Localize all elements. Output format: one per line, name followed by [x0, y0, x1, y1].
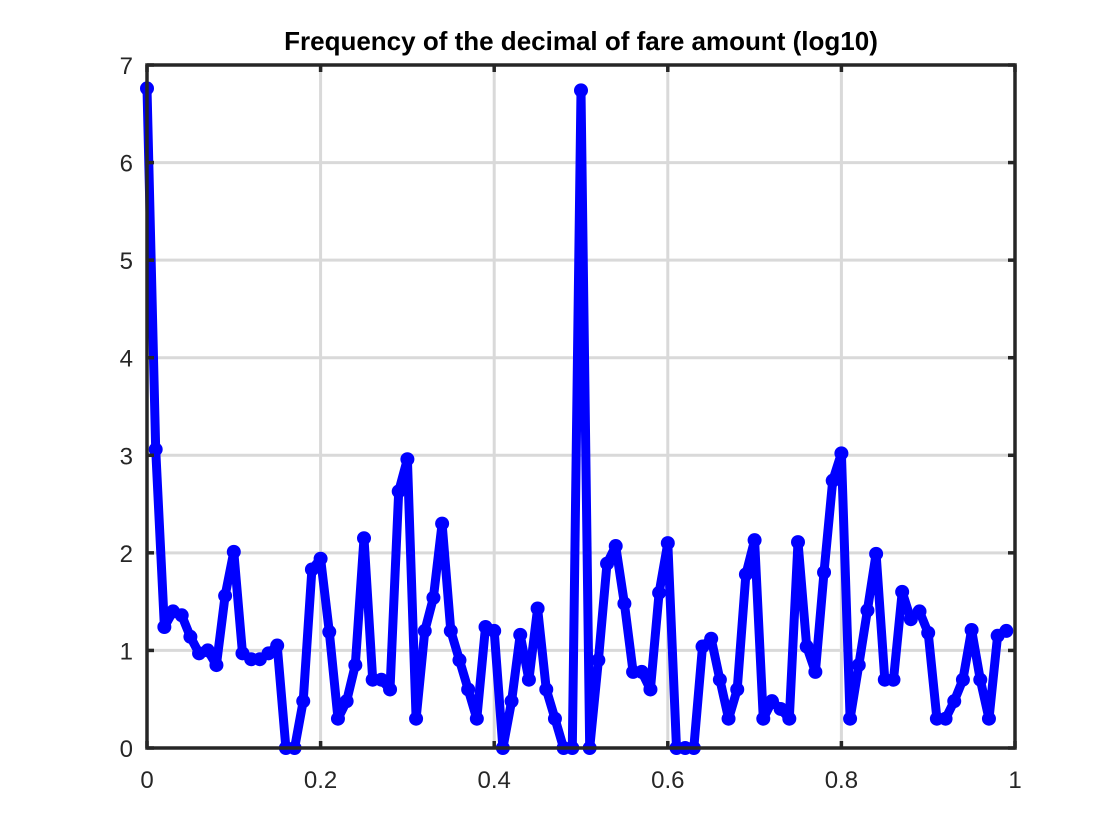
data-point [799, 639, 814, 654]
data-point [200, 643, 215, 658]
data-point [808, 664, 823, 679]
data-point [209, 658, 224, 673]
data-point [539, 682, 554, 697]
data-point [791, 535, 805, 550]
x-tick-label: 0.4 [478, 767, 511, 794]
data-point [409, 711, 424, 726]
x-tick-label: 0.2 [304, 767, 337, 794]
data-point [652, 585, 667, 600]
data-point [999, 623, 1014, 638]
x-tick-label: 0 [140, 767, 153, 794]
y-tick-label: 2 [120, 541, 133, 568]
data-point [973, 672, 988, 687]
data-point [330, 711, 345, 726]
data-point [912, 604, 927, 619]
axis-tick-labels: 0 0.2 0.4 0.6 0.8 1 0 1 2 3 4 5 6 7 [120, 53, 1022, 794]
data-point [391, 484, 406, 499]
data-point [339, 694, 354, 709]
data-point [296, 694, 311, 709]
data-point [851, 658, 866, 673]
data-point [704, 631, 719, 646]
data-point [938, 711, 953, 726]
data-point [600, 556, 615, 571]
data-point [313, 551, 328, 566]
data-point [304, 562, 319, 577]
y-tick-label: 5 [120, 248, 133, 275]
x-tick-label: 0.8 [825, 767, 858, 794]
data-point [860, 603, 875, 618]
data-point [738, 567, 753, 582]
data-point [513, 627, 528, 642]
data-point [591, 653, 606, 668]
data-point [417, 623, 432, 638]
data-point [825, 473, 840, 488]
data-point [348, 658, 363, 673]
axes-box [145, 63, 1017, 750]
data-point [608, 539, 623, 554]
data-point [955, 672, 970, 687]
data-point [834, 446, 849, 461]
data-point [174, 608, 189, 623]
data-point [521, 672, 536, 687]
y-tick-label: 6 [120, 151, 133, 178]
data-point [660, 536, 675, 551]
data-point [183, 629, 198, 644]
axis-ticks [145, 63, 1017, 750]
data-point [617, 596, 632, 611]
data-point [756, 711, 771, 726]
chart-title: Frequency of the decimal of fare amount … [284, 26, 878, 56]
data-point [643, 682, 658, 697]
data-point [712, 672, 727, 687]
data-point [322, 624, 337, 639]
data-point [895, 584, 910, 599]
data-point [530, 601, 545, 616]
data-point [782, 711, 797, 726]
y-tick-label: 0 [120, 736, 133, 763]
data-point [843, 711, 858, 726]
data-point [148, 442, 163, 457]
data-point [773, 701, 788, 716]
data-point [964, 622, 979, 637]
data-point [921, 625, 936, 640]
data-point [383, 682, 398, 697]
data-point [504, 694, 519, 709]
data-point [947, 694, 962, 709]
data-point [157, 620, 172, 635]
data-point [634, 664, 649, 679]
data-point [357, 531, 371, 546]
series-markers [140, 81, 1014, 755]
data-point [218, 588, 233, 603]
data-point [226, 544, 241, 559]
x-tick-label: 1 [1008, 767, 1021, 794]
y-tick-label: 7 [120, 53, 133, 80]
data-point [452, 653, 467, 668]
data-point [270, 638, 285, 653]
data-point [721, 711, 736, 726]
y-tick-label: 1 [120, 638, 133, 665]
data-point [574, 83, 588, 98]
data-point [747, 533, 762, 548]
data-point [869, 546, 884, 561]
data-point [730, 682, 745, 697]
data-point [817, 565, 832, 580]
data-point [487, 623, 502, 638]
data-point [886, 672, 901, 687]
data-point [469, 711, 484, 726]
x-tick-label: 0.6 [651, 767, 684, 794]
y-tick-label: 3 [120, 443, 133, 470]
data-point [426, 590, 441, 605]
data-point [374, 672, 389, 687]
data-point [981, 711, 996, 726]
data-point [443, 623, 458, 638]
data-point [547, 711, 562, 726]
data-point [400, 452, 415, 467]
data-point [435, 516, 450, 531]
y-tick-label: 4 [120, 346, 133, 373]
data-point [461, 682, 476, 697]
